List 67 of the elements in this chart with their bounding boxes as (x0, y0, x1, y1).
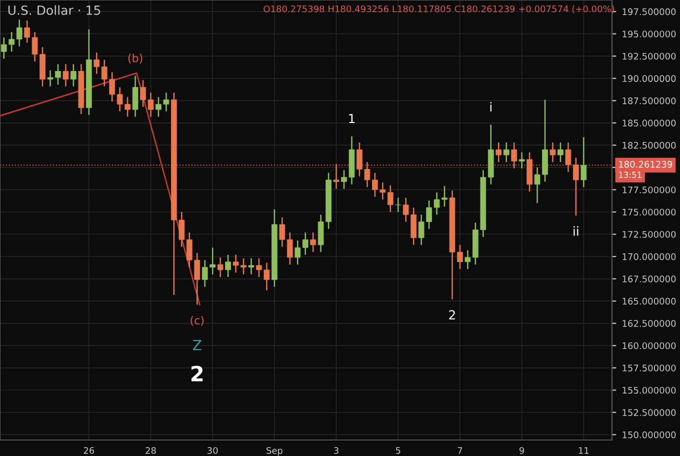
candlestick (310, 232, 316, 253)
y-tick-label: 162.500000 (622, 320, 676, 327)
ref-line-label: 180.261239 (619, 160, 672, 168)
candlestick (24, 20, 30, 44)
x-tick-label: Sep (266, 447, 282, 456)
candlestick (62, 64, 69, 88)
candlestick (286, 232, 293, 266)
candlestick (94, 52, 100, 75)
x-tick-label: 9 (520, 447, 524, 454)
x-tick-label: 30 (208, 447, 218, 454)
y-tick-label: 157.500000 (622, 364, 676, 372)
y-tick-label: 170.000000 (622, 253, 676, 260)
annotation: 2 (449, 310, 455, 320)
candlestick (279, 216, 286, 248)
y-tick-label: 187.500000 (622, 97, 676, 104)
candlestick (580, 136, 587, 188)
candlestick (496, 142, 502, 163)
y-tick-label: 190.000000 (622, 75, 676, 82)
candlestick (70, 64, 76, 88)
annotation: 1 (349, 114, 355, 124)
candlestick (464, 250, 471, 270)
y-tick-label: 155.000000 (622, 386, 676, 394)
candlestick (518, 152, 525, 169)
annotation: 2 (192, 366, 203, 382)
y-tick-label: 160.000000 (622, 342, 676, 350)
candlestick (16, 18, 22, 47)
x-tick-label: 11 (578, 447, 589, 454)
annotation: O180.275398 H180.493256 L180.117805 C180.261239 +0.007574 (+0.00%) (264, 5, 614, 14)
candlestick (395, 197, 402, 213)
annotation: Z (192, 340, 202, 350)
y-tick-label: 150.000000 (622, 431, 676, 438)
y-tick-label: 165.000000 (622, 298, 676, 305)
x-tick-label: 26 (84, 447, 94, 454)
y-tick-label: 197.500000 (622, 8, 676, 16)
annotation: i (490, 102, 492, 112)
annotation: (c) (190, 316, 204, 326)
candlestick (302, 232, 308, 256)
candlestick (333, 163, 340, 190)
y-tick-label: 177.500000 (622, 186, 676, 194)
candlestick (217, 256, 224, 278)
y-tick-label: 152.500000 (622, 409, 676, 416)
y-tick-label: 195.000000 (622, 30, 676, 38)
candlestick (565, 142, 572, 173)
annotation: ii (574, 226, 578, 236)
candlestick (503, 142, 510, 163)
y-tick-label: 185.000000 (622, 120, 676, 126)
x-tick-label: 3 (334, 447, 338, 454)
y-tick-label: 192.500000 (622, 52, 676, 60)
chart-title: U.S. Dollar · 15 (8, 5, 100, 15)
candlestick (294, 240, 301, 266)
text: 13:51 (619, 172, 642, 178)
candlestick (387, 184, 394, 213)
candlestick (511, 142, 517, 169)
y-tick-label: 175.000000 (622, 208, 676, 216)
y-tick-label: 167.500000 (622, 276, 676, 282)
candlestick (248, 258, 254, 275)
x-tick-label: 28 (146, 447, 156, 454)
candlestick (573, 157, 579, 216)
x-tick-label: 7 (458, 447, 462, 454)
y-tick-label: 182.500000 (622, 142, 676, 149)
y-tick-label: 172.500000 (622, 230, 676, 238)
candlestick (550, 142, 556, 163)
candlestick (225, 254, 231, 278)
candlestick (132, 75, 138, 118)
candlestick (558, 142, 564, 163)
x-tick-label: 5 (396, 447, 400, 454)
annotation: (b) (128, 54, 142, 64)
